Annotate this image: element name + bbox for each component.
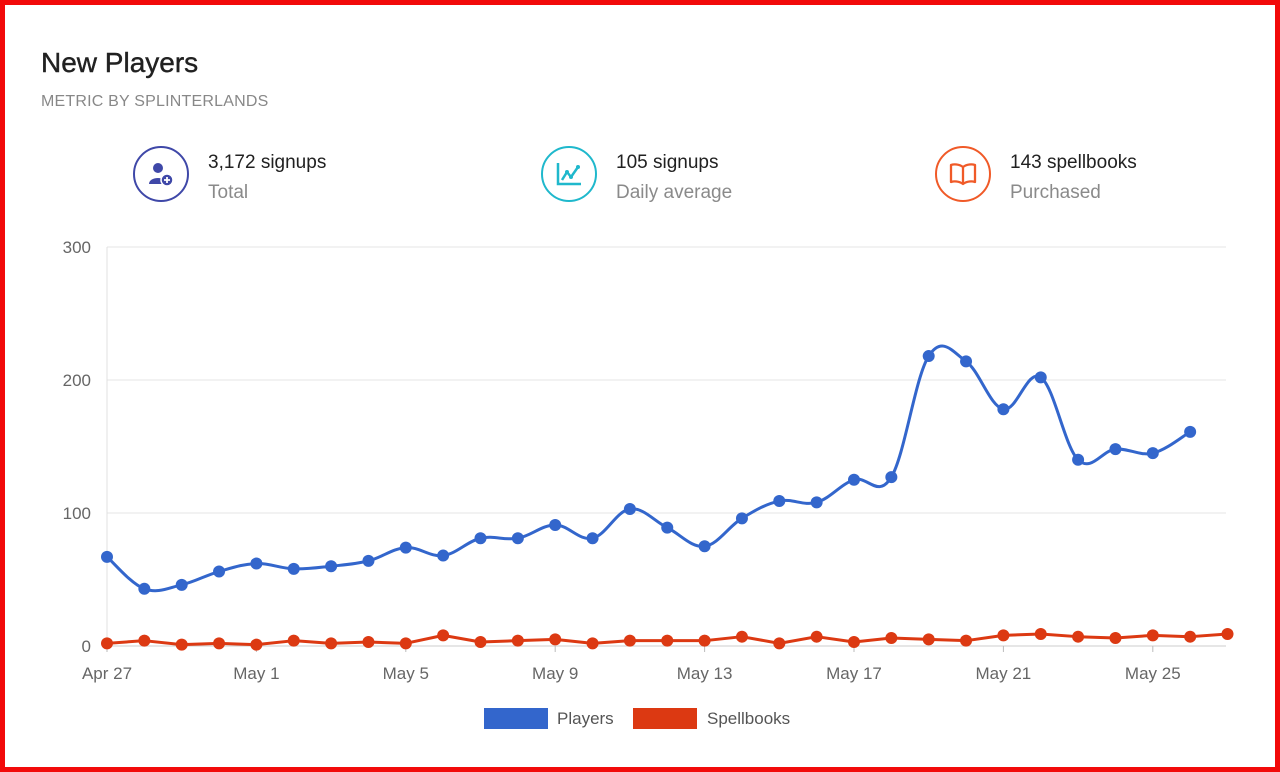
data-point-spellbooks [810, 630, 823, 643]
data-point-players [922, 350, 935, 363]
data-point-players [213, 565, 226, 578]
data-point-spellbooks [885, 632, 898, 645]
series-line-players [105, 344, 1191, 593]
x-tick-label: Apr 27 [82, 664, 132, 683]
data-point-spellbooks [362, 636, 375, 649]
data-point-spellbooks [437, 629, 450, 642]
data-point-players [1034, 371, 1047, 384]
data-point-players [101, 550, 113, 563]
open-book-icon [935, 146, 991, 202]
data-point-spellbooks [213, 637, 226, 650]
data-point-spellbooks [997, 629, 1010, 642]
data-point-spellbooks [1184, 630, 1197, 643]
x-tick-label: May 1 [233, 664, 279, 683]
data-point-players [848, 473, 860, 486]
data-point-spellbooks [922, 633, 935, 646]
data-point-players [549, 518, 562, 531]
data-point-players [175, 578, 188, 591]
data-point-players [1109, 443, 1122, 456]
x-tick-label: May 25 [1125, 664, 1181, 683]
data-point-players [661, 521, 674, 534]
x-tick-label: May 9 [532, 664, 578, 683]
data-point-spellbooks [399, 637, 412, 650]
legend-swatch-spellbooks [633, 708, 697, 729]
stat-daily-average-label: Daily average [616, 182, 733, 203]
data-point-players [511, 532, 524, 545]
data-point-players [623, 503, 636, 516]
data-point-spellbooks [848, 636, 860, 649]
data-point-spellbooks [1072, 630, 1085, 643]
y-tick-label: 0 [82, 637, 91, 656]
data-point-players [138, 582, 151, 595]
stat-total-value: 3,172 signups [208, 152, 327, 173]
data-point-players [885, 471, 898, 484]
data-point-spellbooks [698, 634, 711, 647]
stat-spellbooks-value: 143 spellbooks [1010, 152, 1137, 173]
data-point-players [1072, 453, 1085, 466]
data-point-spellbooks [101, 637, 113, 650]
legend-label-players: Players [557, 709, 614, 728]
data-point-spellbooks [1109, 632, 1122, 645]
data-point-spellbooks [960, 634, 973, 647]
data-point-spellbooks [175, 638, 188, 651]
data-point-spellbooks [773, 637, 786, 650]
y-tick-label: 300 [63, 238, 91, 257]
data-point-players [399, 541, 412, 554]
stat-spellbooks-label: Purchased [1010, 182, 1101, 203]
data-point-players [362, 554, 375, 567]
data-point-players [474, 532, 487, 545]
user-add-icon [133, 146, 189, 202]
data-point-spellbooks [325, 637, 338, 650]
stat-daily-average-value: 105 signups [616, 152, 719, 173]
x-tick-label: May 21 [976, 664, 1032, 683]
data-point-players [437, 549, 450, 562]
data-point-spellbooks [250, 638, 263, 651]
line-chart-icon [541, 146, 597, 202]
data-point-players [997, 403, 1010, 416]
page-subtitle: METRIC BY SPLINTERLANDS [41, 93, 269, 110]
data-point-players [1184, 425, 1197, 438]
data-point-players [960, 355, 973, 368]
data-point-spellbooks [1034, 628, 1047, 641]
y-tick-label: 200 [63, 371, 91, 390]
data-point-spellbooks [287, 634, 300, 647]
data-point-players [325, 560, 338, 573]
data-point-spellbooks [661, 634, 674, 647]
page-title: New Players [41, 47, 199, 78]
y-tick-label: 100 [63, 504, 91, 523]
data-point-spellbooks [735, 630, 748, 643]
legend-swatch-players [484, 708, 548, 729]
data-point-spellbooks [1221, 628, 1234, 641]
data-point-spellbooks [1146, 629, 1159, 642]
x-tick-label: May 17 [826, 664, 882, 683]
data-point-players [698, 540, 711, 553]
data-point-spellbooks [586, 637, 599, 650]
x-tick-label: May 5 [383, 664, 429, 683]
data-point-spellbooks [474, 636, 487, 649]
data-point-spellbooks [138, 634, 151, 647]
data-point-players [586, 532, 599, 545]
data-point-players [735, 512, 748, 525]
data-point-spellbooks [623, 634, 636, 647]
data-point-players [1146, 447, 1159, 460]
data-point-spellbooks [549, 633, 562, 646]
data-point-spellbooks [511, 634, 524, 647]
data-point-players [810, 496, 823, 509]
x-tick-label: May 13 [677, 664, 733, 683]
legend-label-spellbooks: Spellbooks [707, 709, 790, 728]
data-point-players [250, 557, 263, 570]
stat-total-label: Total [208, 182, 249, 203]
data-point-players [287, 562, 300, 575]
data-point-players [773, 495, 786, 508]
